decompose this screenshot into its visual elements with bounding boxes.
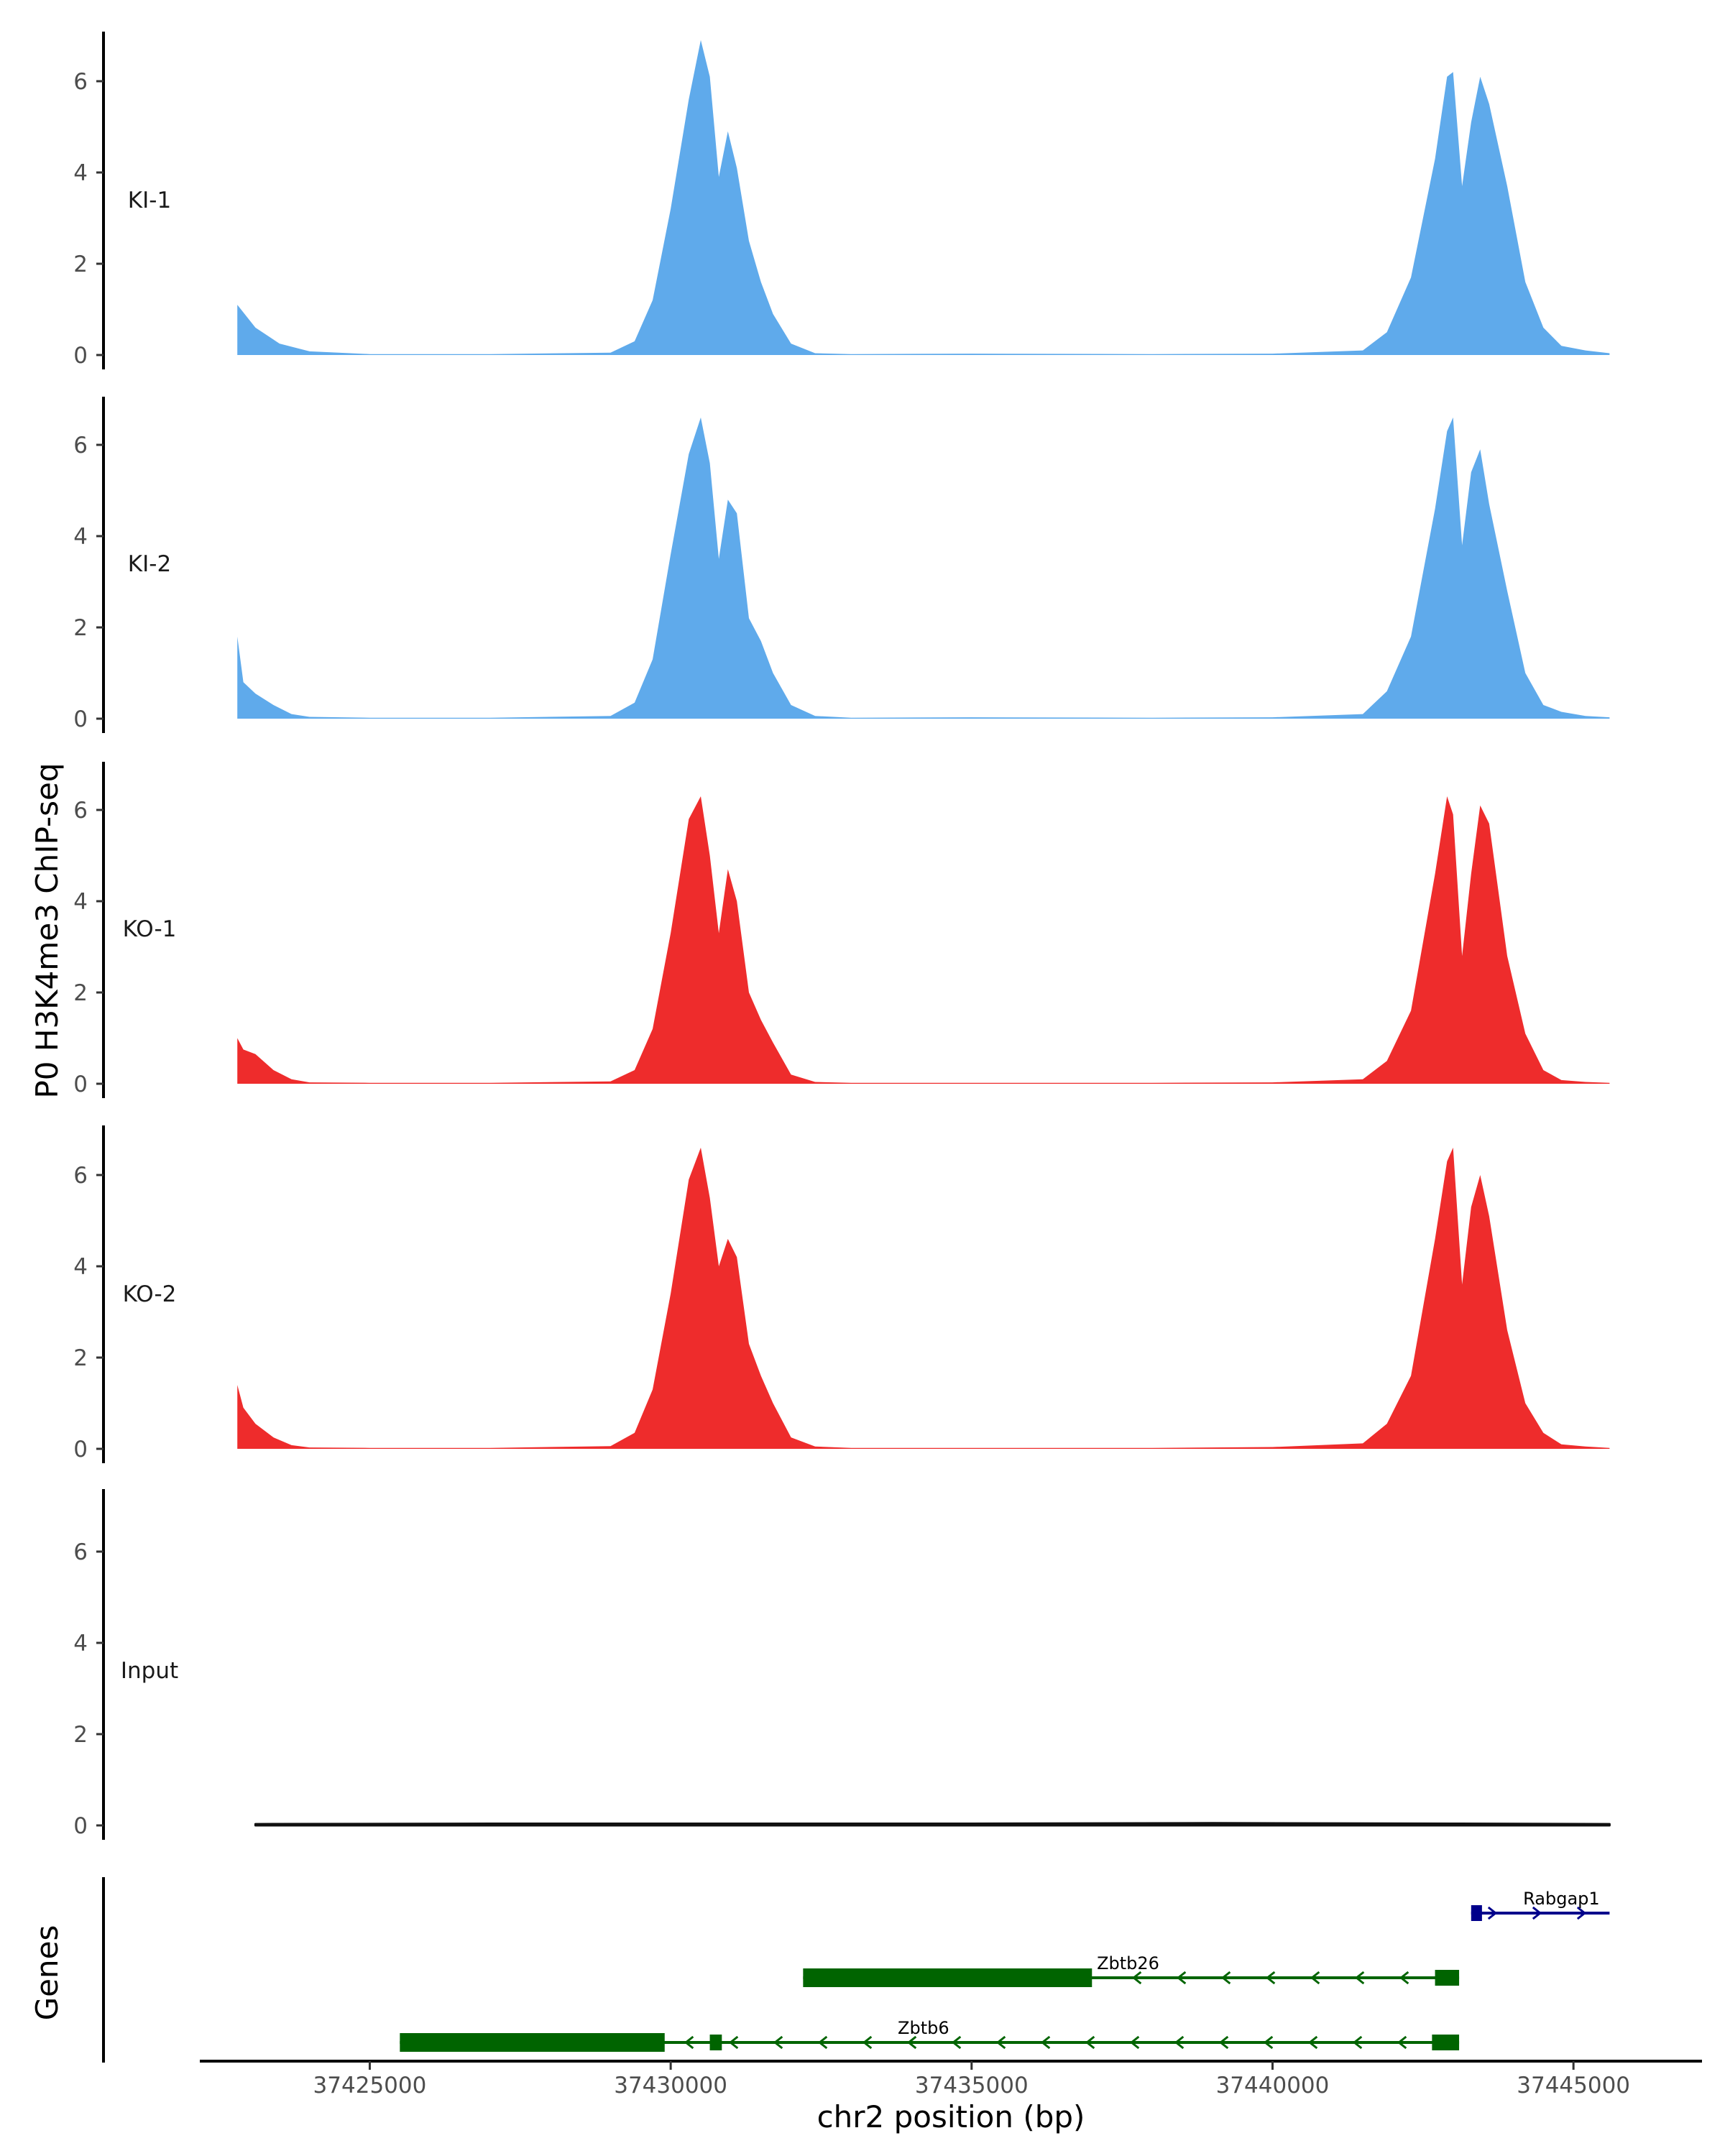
- strand-arrow: [1174, 2035, 1184, 2050]
- x-axis: 37425000 37430000 37435000 37440000 37445000: [200, 2060, 1702, 2099]
- signal-area: [237, 1147, 1610, 1449]
- y-tick-label: 2: [73, 980, 88, 1006]
- strand-arrow: [1176, 1971, 1187, 1985]
- gene-rabgap1: Rabgap1: [1471, 1889, 1610, 1921]
- gene-zbtb6: Zbtb6: [400, 2018, 1460, 2052]
- track-label: KI-1: [128, 188, 171, 213]
- strand-arrow: [951, 2035, 962, 2050]
- x-tick-label: 37435000: [915, 2073, 1029, 2099]
- y-tick-label: 0: [73, 1813, 88, 1839]
- track-ki-1: 0 2 4 6 KI-1: [73, 32, 1610, 369]
- y-tick-label: 2: [73, 1345, 88, 1371]
- track-ki-2: 0 2 4 6 KI-2: [73, 397, 1610, 733]
- y-tick-label: 0: [73, 706, 88, 732]
- strand-arrow: [1040, 2035, 1051, 2050]
- track-label: Input: [121, 1658, 178, 1684]
- gene-zbtb26: Zbtb26: [803, 1953, 1460, 1987]
- signal-area: [254, 1822, 1611, 1827]
- y-tick-label: 4: [73, 1254, 88, 1280]
- x-axis-title: chr2 position (bp): [817, 2099, 1085, 2134]
- y-tick-label: 4: [73, 524, 88, 550]
- y-tick-label: 0: [73, 1072, 88, 1097]
- gene-exon: [709, 2035, 722, 2050]
- strand-arrow: [1352, 2035, 1363, 2050]
- y-tick-label: 2: [73, 252, 88, 277]
- y-tick-label: 6: [73, 1163, 88, 1189]
- gene-exon: [1471, 1905, 1482, 1921]
- strand-arrow: [1265, 1971, 1276, 1985]
- track-input: 0 2 4 6 Input: [73, 1489, 1611, 1840]
- gene-name-label: Rabgap1: [1523, 1889, 1600, 1909]
- gene-exon: [1435, 1970, 1460, 1986]
- signal-area: [237, 417, 1610, 719]
- y-axis-title: P0 H3K4me3 ChIP-seq: [29, 763, 65, 1098]
- strand-arrow: [817, 2035, 828, 2050]
- track-ko-2: 0 2 4 6 KO-2: [73, 1125, 1610, 1463]
- gene-exon: [803, 1968, 1092, 1987]
- strand-arrow: [1307, 2035, 1318, 2050]
- strand-arrow: [1129, 2035, 1140, 2050]
- strand-arrow: [1263, 2035, 1274, 2050]
- y-tick-label: 6: [73, 433, 88, 459]
- genes-layer: Rabgap1 Zbtb26 Zbtb6: [102, 1877, 1610, 2063]
- y-tick-label: 4: [73, 1631, 88, 1657]
- strand-arrow: [906, 2035, 917, 2050]
- gene-name-label: Zbtb26: [1097, 1953, 1159, 1973]
- strand-arrow: [1218, 2035, 1229, 2050]
- y-tick-label: 6: [73, 798, 88, 824]
- gene-exon: [400, 2033, 665, 2052]
- y-tick-label: 4: [73, 160, 88, 186]
- track-ko-1: 0 2 4 6 KO-1: [73, 762, 1610, 1098]
- strand-arrow: [1310, 1971, 1320, 1985]
- strand-arrow: [1220, 1971, 1231, 1985]
- strand-arrow: [995, 2035, 1006, 2050]
- gene-panel-title: Genes: [29, 1925, 65, 2021]
- strand-arrow: [1532, 1906, 1542, 1920]
- track-label: KO-1: [123, 916, 177, 942]
- y-tick-label: 0: [73, 1437, 88, 1462]
- x-tick-label: 37445000: [1517, 2073, 1630, 2099]
- track-label: KO-2: [123, 1281, 177, 1307]
- y-tick-label: 2: [73, 615, 88, 641]
- signal-area: [237, 796, 1610, 1084]
- y-tick-label: 6: [73, 1539, 88, 1565]
- y-tick-label: 6: [73, 69, 88, 95]
- x-tick-label: 37440000: [1216, 2073, 1330, 2099]
- strand-arrow: [1131, 1971, 1142, 1985]
- y-tick-label: 0: [73, 343, 88, 369]
- x-tick-label: 37425000: [313, 2073, 427, 2099]
- strand-arrow: [1354, 1971, 1365, 1985]
- strand-arrow: [1085, 2035, 1095, 2050]
- strand-arrow: [684, 2035, 694, 2050]
- strand-arrow: [1399, 1971, 1409, 1985]
- gene-exon: [1432, 2035, 1460, 2050]
- tracks-layer: 0 2 4 6 KI-1 0 2 4 6 KI-2 0 2 4 6 KO-1 0 2 4 6 KO-2 0 2 4 6 Inpu…: [73, 32, 1611, 1840]
- strand-arrow: [728, 2035, 739, 2050]
- x-tick-label: 37430000: [614, 2073, 727, 2099]
- y-tick-label: 2: [73, 1722, 88, 1748]
- strand-arrow: [1576, 1906, 1587, 1920]
- strand-arrow: [862, 2035, 873, 2050]
- strand-arrow: [1487, 1906, 1498, 1920]
- strand-arrow: [1397, 2035, 1407, 2050]
- track-label: KI-2: [128, 551, 171, 577]
- y-tick-label: 4: [73, 889, 88, 915]
- strand-arrow: [773, 2035, 783, 2050]
- signal-area: [237, 40, 1610, 356]
- gene-name-label: Zbtb6: [898, 2018, 949, 2038]
